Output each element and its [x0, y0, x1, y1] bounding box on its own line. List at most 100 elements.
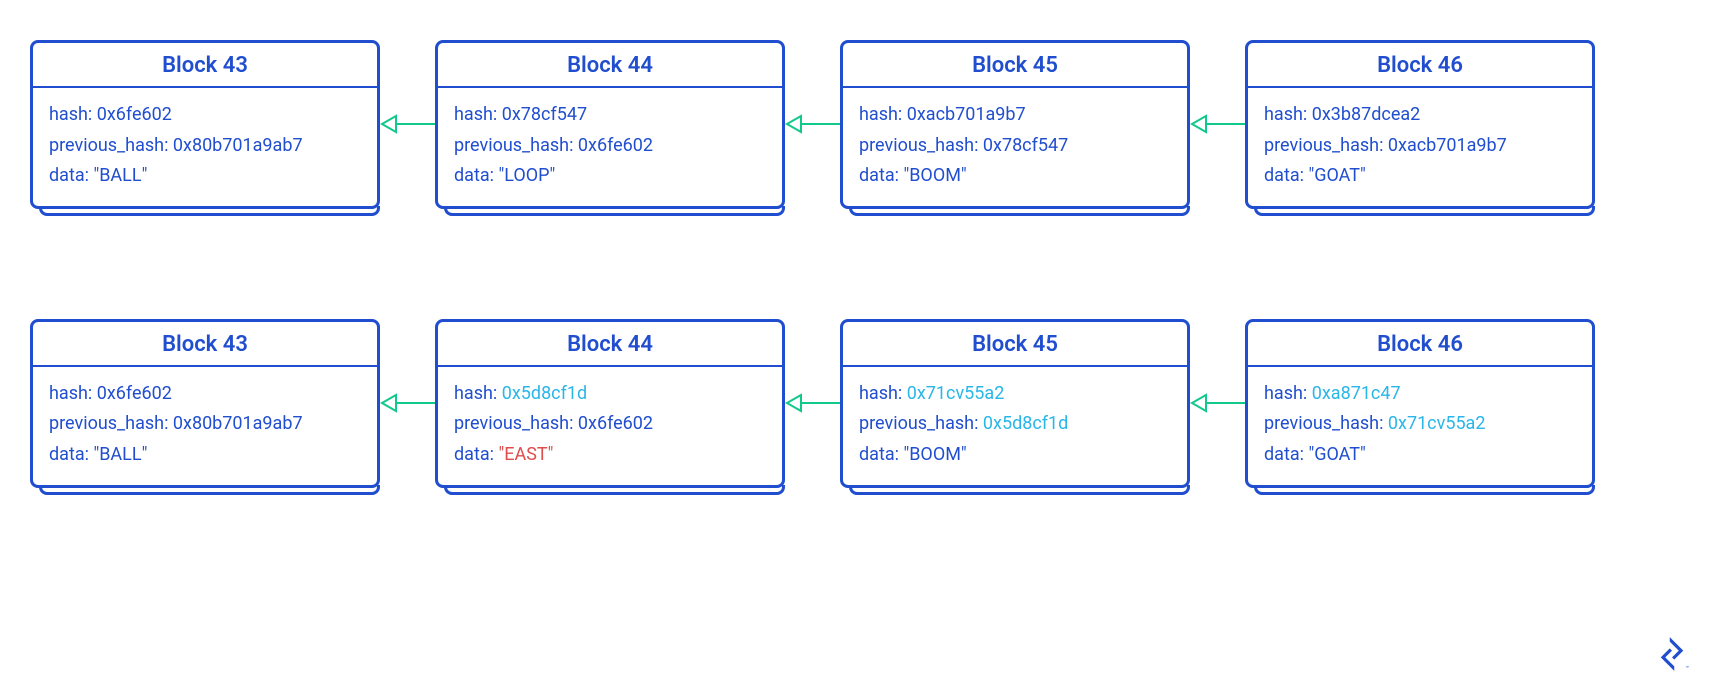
block-body: hash: 0x3b87dcea2 previous_hash: 0xacb70…: [1248, 88, 1592, 206]
field-value: 0x3b87dcea2: [1312, 104, 1421, 125]
blockchain-block: Block 45 hash: 0x71cv55a2 previous_hash:…: [840, 319, 1190, 488]
field-label: hash: [1264, 383, 1303, 404]
field-value: 0xacb701a9b7: [1388, 135, 1507, 156]
blockchain-block: Block 44 hash: 0x5d8cf1d previous_hash: …: [435, 319, 785, 488]
block-body: hash: 0xa871c47 previous_hash: 0x71cv55a…: [1248, 367, 1592, 485]
field-label: data: [454, 444, 490, 465]
block-field: previous_hash: 0x6fe602: [454, 131, 766, 162]
block-field: previous_hash: 0x80b701a9ab7: [49, 131, 361, 162]
field-value: 0x80b701a9ab7: [173, 135, 303, 156]
field-label: data: [859, 165, 895, 186]
field-value: 0x6fe602: [97, 104, 172, 125]
block-field: previous_hash: 0x78cf547: [859, 131, 1171, 162]
block-field: data: "LOOP": [454, 161, 766, 192]
block-body: hash: 0x6fe602 previous_hash: 0x80b701a9…: [33, 88, 377, 206]
blockchain-block: Block 43 hash: 0x6fe602 previous_hash: 0…: [30, 40, 380, 209]
block-field: data: "BOOM": [859, 161, 1171, 192]
field-value: 0xa871c47: [1312, 383, 1401, 404]
field-label: previous_hash: [859, 135, 974, 156]
field-label: previous_hash: [859, 413, 974, 434]
block-field: previous_hash: 0x5d8cf1d: [859, 409, 1171, 440]
field-label: data: [859, 444, 895, 465]
field-value: 0x6fe602: [578, 135, 653, 156]
chain-row: Block 43 hash: 0x6fe602 previous_hash: 0…: [30, 319, 1690, 488]
chain-arrow-icon: [380, 388, 435, 418]
field-value: 0x5d8cf1d: [502, 383, 587, 404]
field-label: hash: [454, 104, 493, 125]
field-value: 0x78cf547: [983, 135, 1068, 156]
block-body: hash: 0x5d8cf1d previous_hash: 0x6fe602 …: [438, 367, 782, 485]
block-title: Block 46: [1248, 43, 1592, 88]
field-label: hash: [859, 383, 898, 404]
block-field: data: "BALL": [49, 161, 361, 192]
field-label: hash: [454, 383, 493, 404]
blockchain-block: Block 46 hash: 0xa871c47 previous_hash: …: [1245, 319, 1595, 488]
block-field: data: "BOOM": [859, 440, 1171, 471]
block-field: data: "BALL": [49, 440, 361, 471]
field-value: "BOOM": [903, 444, 966, 465]
field-label: data: [49, 444, 85, 465]
field-label: data: [1264, 444, 1300, 465]
field-value: "BOOM": [903, 165, 966, 186]
toptal-logo: ™: [1654, 636, 1690, 672]
chain-arrow-icon: [1190, 109, 1245, 139]
block-field: data: "GOAT": [1264, 161, 1576, 192]
blockchain-block: Block 43 hash: 0x6fe602 previous_hash: 0…: [30, 319, 380, 488]
field-value: 0x78cf547: [502, 104, 587, 125]
field-label: previous_hash: [1264, 135, 1379, 156]
field-value: "GOAT": [1308, 444, 1365, 465]
svg-text:™: ™: [1686, 666, 1690, 672]
field-value: 0x80b701a9ab7: [173, 413, 303, 434]
block-title: Block 43: [33, 322, 377, 367]
block-title: Block 45: [843, 322, 1187, 367]
block-field: hash: 0x6fe602: [49, 379, 361, 410]
field-label: hash: [859, 104, 898, 125]
field-value: "GOAT": [1308, 165, 1365, 186]
field-label: previous_hash: [454, 413, 569, 434]
block-field: previous_hash: 0x71cv55a2: [1264, 409, 1576, 440]
block-title: Block 43: [33, 43, 377, 88]
field-value: 0x5d8cf1d: [983, 413, 1068, 434]
field-label: previous_hash: [454, 135, 569, 156]
field-label: data: [454, 165, 490, 186]
field-label: hash: [49, 104, 88, 125]
field-label: data: [1264, 165, 1300, 186]
block-field: hash: 0xacb701a9b7: [859, 100, 1171, 131]
field-value: 0x6fe602: [578, 413, 653, 434]
field-label: previous_hash: [1264, 413, 1379, 434]
chain-arrow-icon: [1190, 388, 1245, 418]
block-body: hash: 0x71cv55a2 previous_hash: 0x5d8cf1…: [843, 367, 1187, 485]
blockchain-block: Block 45 hash: 0xacb701a9b7 previous_has…: [840, 40, 1190, 209]
chain-row: Block 43 hash: 0x6fe602 previous_hash: 0…: [30, 40, 1690, 209]
block-field: hash: 0x78cf547: [454, 100, 766, 131]
block-field: previous_hash: 0xacb701a9b7: [1264, 131, 1576, 162]
chain-arrow-icon: [380, 109, 435, 139]
blockchain-diagram: Block 43 hash: 0x6fe602 previous_hash: 0…: [30, 40, 1690, 488]
block-field: data: "GOAT": [1264, 440, 1576, 471]
block-body: hash: 0x6fe602 previous_hash: 0x80b701a9…: [33, 367, 377, 485]
field-value: "BALL": [93, 444, 147, 465]
block-body: hash: 0x78cf547 previous_hash: 0x6fe602 …: [438, 88, 782, 206]
block-field: hash: 0x6fe602: [49, 100, 361, 131]
blockchain-block: Block 44 hash: 0x78cf547 previous_hash: …: [435, 40, 785, 209]
block-field: previous_hash: 0x6fe602: [454, 409, 766, 440]
block-title: Block 44: [438, 322, 782, 367]
block-field: data: "EAST": [454, 440, 766, 471]
field-label: previous_hash: [49, 413, 164, 434]
block-field: previous_hash: 0x80b701a9ab7: [49, 409, 361, 440]
block-field: hash: 0x5d8cf1d: [454, 379, 766, 410]
blockchain-block: Block 46 hash: 0x3b87dcea2 previous_hash…: [1245, 40, 1595, 209]
field-value: 0x71cv55a2: [907, 383, 1005, 404]
field-value: "BALL": [93, 165, 147, 186]
block-field: hash: 0x71cv55a2: [859, 379, 1171, 410]
field-value: "EAST": [498, 444, 553, 465]
field-value: 0x6fe602: [97, 383, 172, 404]
field-value: "LOOP": [498, 165, 555, 186]
block-field: hash: 0x3b87dcea2: [1264, 100, 1576, 131]
block-body: hash: 0xacb701a9b7 previous_hash: 0x78cf…: [843, 88, 1187, 206]
block-title: Block 46: [1248, 322, 1592, 367]
field-label: hash: [49, 383, 88, 404]
chain-arrow-icon: [785, 388, 840, 418]
block-field: hash: 0xa871c47: [1264, 379, 1576, 410]
field-value: 0x71cv55a2: [1388, 413, 1486, 434]
